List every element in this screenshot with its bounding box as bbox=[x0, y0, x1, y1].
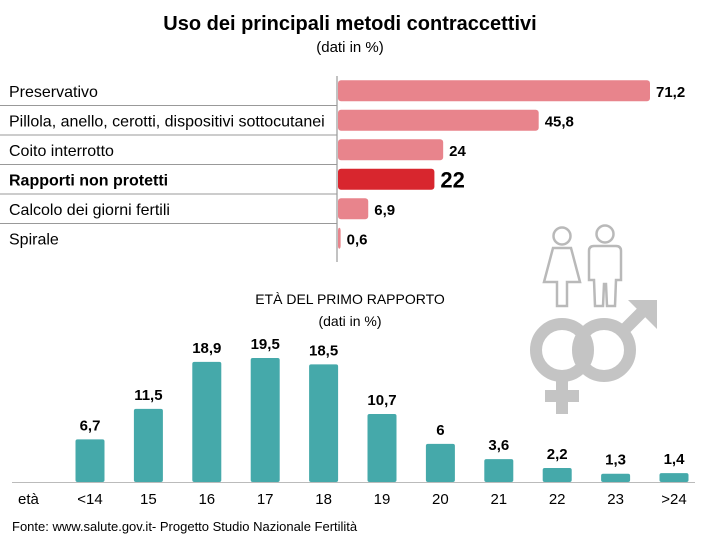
value-label: 11,5 bbox=[134, 387, 162, 404]
age-chart-title: ETÀ DEL PRIMO RAPPORTO bbox=[255, 291, 445, 307]
tick-label: 19 bbox=[374, 491, 391, 508]
bar bbox=[338, 109, 539, 131]
tick-label: 20 bbox=[432, 491, 449, 508]
bar bbox=[250, 358, 280, 482]
tick-label: 16 bbox=[198, 491, 215, 508]
value-label: 6,7 bbox=[80, 417, 101, 434]
value-label: 1,3 bbox=[605, 452, 626, 469]
x-axis-label: età bbox=[18, 491, 40, 508]
category-label: Pillola, anello, cerotti, dispositivi so… bbox=[9, 113, 325, 130]
bar bbox=[338, 198, 369, 220]
value-label: 18,9 bbox=[192, 340, 221, 357]
value-label: 2,2 bbox=[547, 446, 568, 463]
bar bbox=[338, 139, 444, 161]
category-label: Coito interrotto bbox=[9, 143, 114, 160]
bar bbox=[338, 80, 650, 102]
tick-label: 23 bbox=[607, 491, 624, 508]
tick-label: 21 bbox=[490, 491, 507, 508]
bar bbox=[309, 364, 339, 482]
source-note: Fonte: www.salute.gov.it- Progetto Studi… bbox=[12, 519, 358, 534]
bar bbox=[338, 227, 341, 249]
tick-label: 17 bbox=[257, 491, 274, 508]
bar bbox=[192, 361, 222, 482]
gender-symbols-icon bbox=[530, 224, 657, 414]
value-label: 6 bbox=[436, 422, 444, 439]
value-label: 6,9 bbox=[374, 202, 395, 219]
category-label: Preservativo bbox=[9, 84, 98, 101]
contraceptive-chart-subtitle: (dati in %) bbox=[316, 39, 384, 56]
value-label: 19,5 bbox=[251, 336, 280, 353]
value-label: 71,2 bbox=[656, 84, 685, 101]
bar bbox=[133, 408, 163, 482]
category-label: Spirale bbox=[9, 231, 59, 248]
bar bbox=[75, 439, 105, 482]
category-label: Calcolo dei giorni fertili bbox=[9, 202, 170, 219]
woman-icon bbox=[542, 226, 582, 308]
tick-label: 22 bbox=[549, 491, 566, 508]
male-arrowhead-icon bbox=[628, 300, 657, 329]
female-symbol-icon bbox=[530, 318, 594, 414]
age-bar-chart: 6,7 <14 11,5 15 18,9 16 19,5 17 18,5 18 10,7 19 6 20 3… bbox=[12, 336, 695, 508]
bar bbox=[367, 413, 397, 482]
value-label: 18,5 bbox=[309, 342, 338, 359]
bar bbox=[338, 168, 435, 190]
age-chart-subtitle: (dati in %) bbox=[318, 313, 381, 329]
value-label: 22 bbox=[440, 167, 464, 192]
value-label: 3,6 bbox=[488, 437, 509, 454]
bar bbox=[425, 443, 455, 482]
tick-label: 18 bbox=[315, 491, 332, 508]
bar bbox=[484, 459, 514, 482]
tick-label: >24 bbox=[661, 491, 686, 508]
value-label: 10,7 bbox=[367, 392, 396, 409]
category-label: Rapporti non protetti bbox=[9, 172, 168, 189]
contraceptive-bar-chart: Preservativo 71,2 Pillola, anello, cerotti… bbox=[0, 76, 685, 262]
value-label: 1,4 bbox=[664, 451, 686, 468]
contraceptive-chart-title: Uso dei principali metodi contraccettivi bbox=[163, 13, 536, 35]
tick-label: 15 bbox=[140, 491, 157, 508]
value-label: 45,8 bbox=[545, 113, 574, 130]
bar bbox=[601, 473, 631, 482]
value-label: 0,6 bbox=[347, 231, 368, 248]
value-label: 24 bbox=[449, 143, 466, 160]
bar bbox=[659, 473, 689, 482]
man-icon bbox=[587, 224, 623, 308]
bar bbox=[542, 468, 572, 482]
tick-label: <14 bbox=[77, 491, 102, 508]
